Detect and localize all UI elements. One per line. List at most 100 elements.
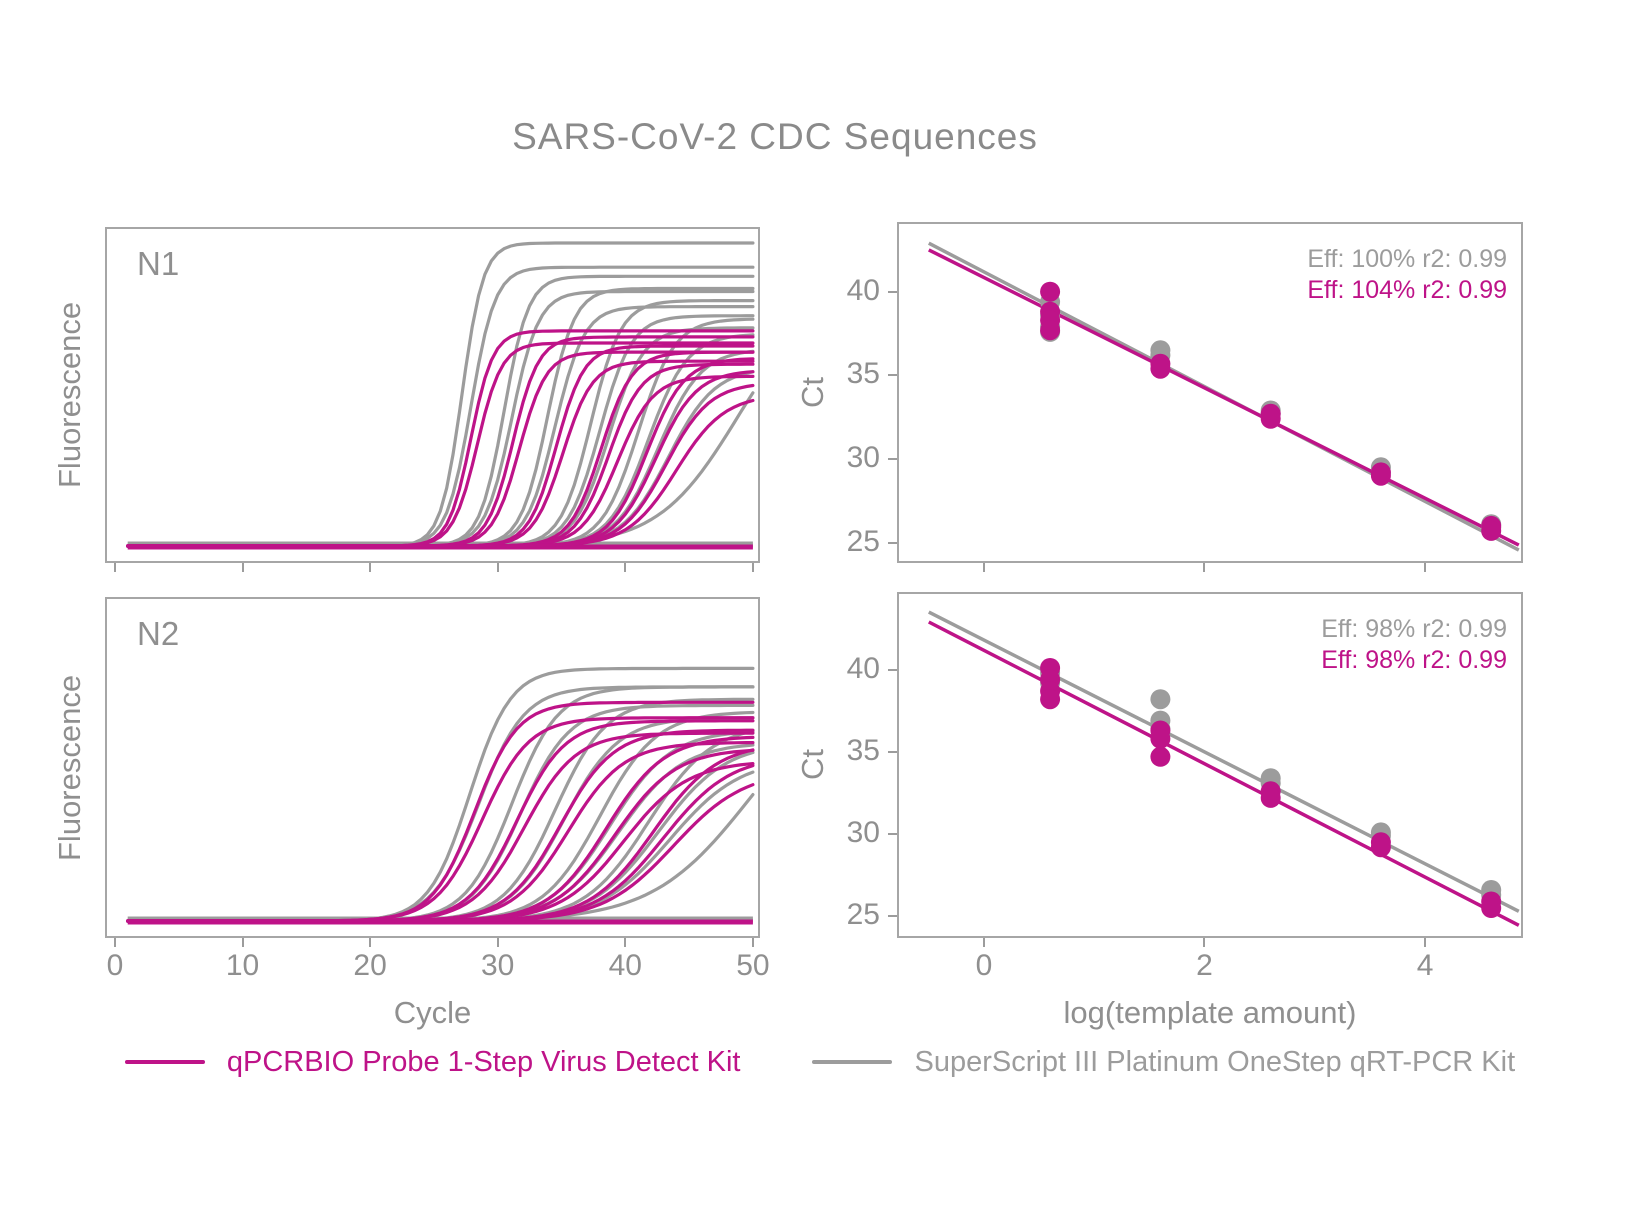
panel-amplification-n1: N1	[105, 227, 760, 563]
y-tick	[888, 750, 897, 753]
x-tick	[624, 563, 627, 572]
fit-line-magenta	[927, 620, 1520, 927]
efficiency-magenta-n2: Eff: 98% r2: 0.99	[1321, 646, 1507, 674]
data-point-magenta	[1481, 898, 1502, 918]
data-point-magenta	[1040, 281, 1061, 302]
amplification-curve-magenta	[126, 748, 755, 923]
x-tick	[496, 938, 499, 947]
standard-curve-n1-svg	[927, 241, 1520, 552]
x-tick-label: 0	[106, 949, 124, 982]
data-point-magenta	[1370, 837, 1391, 858]
points-magenta	[1040, 281, 1502, 541]
amplification-curve-magenta	[126, 374, 755, 548]
x-tick	[751, 563, 754, 572]
y-tick	[888, 915, 897, 918]
y-tick	[888, 374, 897, 377]
figure-title: SARS-CoV-2 CDC Sequences	[512, 116, 1038, 157]
amplification-series-magenta	[126, 329, 755, 550]
amplification-curves-n2-svg	[126, 666, 755, 925]
x-tick-label: 30	[481, 949, 515, 982]
y-axis-label-fluorescence-n2: Fluorescence	[52, 674, 87, 861]
amplification-curve-magenta	[126, 370, 755, 548]
standard-curve-n2-svg	[927, 610, 1520, 927]
points-magenta	[1040, 658, 1502, 918]
x-tick-label: 0	[975, 949, 993, 982]
x-tick	[241, 563, 244, 572]
fit-line-gray	[928, 610, 1520, 913]
fit-line-magenta	[928, 248, 1520, 547]
data-point-magenta	[1481, 520, 1502, 541]
legend-label-superscript: SuperScript III Platinum OneStep qRT-PCR…	[914, 1045, 1516, 1078]
x-tick-label: 20	[353, 949, 387, 982]
amplification-curve-magenta	[126, 783, 755, 923]
legend-item-superscript: SuperScript III Platinum OneStep qRT-PCR…	[812, 1046, 1515, 1079]
amplification-curve-gray	[126, 265, 755, 548]
panel-amplification-n2: N2	[105, 597, 760, 938]
amplification-series-gray	[126, 241, 755, 548]
x-tick	[113, 563, 116, 572]
x-tick-label: 10	[225, 949, 260, 982]
data-point-gray	[1150, 689, 1171, 710]
x-tick	[751, 938, 754, 947]
x-tick-label: 40	[608, 949, 642, 982]
x-tick	[982, 938, 985, 947]
efficiency-magenta-n1: Eff: 104% r2: 0.99	[1307, 276, 1507, 304]
y-tick-label: 30	[846, 816, 880, 850]
x-tick	[1203, 938, 1206, 947]
amplification-curves-n1-svg	[126, 241, 755, 550]
x-tick	[1424, 563, 1427, 572]
y-tick-label: 40	[846, 651, 880, 685]
y-tick-label: 35	[846, 357, 880, 391]
panel-standard-curve-n1: Eff: 100% r2: 0.99 Eff: 104% r2: 0.99	[897, 222, 1523, 563]
x-tick	[624, 938, 627, 947]
y-tick	[888, 457, 897, 460]
data-point-magenta	[1040, 320, 1061, 341]
legend: qPCRBIO Probe 1-Step Virus Detect Kit Su…	[0, 1036, 1640, 1088]
amplification-curve-gray	[126, 710, 755, 923]
amplification-curve-magenta	[126, 398, 755, 548]
x-axis-title-log-template-amount: log(template amount)	[1063, 995, 1357, 1030]
legend-label-qpcrbio: qPCRBIO Probe 1-Step Virus Detect Kit	[226, 1045, 741, 1078]
panel-label-n1: N1	[137, 245, 180, 282]
x-tick	[241, 938, 244, 947]
efficiency-gray-n1: Eff: 100% r2: 0.99	[1307, 245, 1507, 273]
x-axis-title-cycle: Cycle	[393, 995, 472, 1030]
y-tick	[888, 833, 897, 836]
x-tick-label: 4	[1416, 949, 1434, 982]
y-tick	[888, 541, 897, 544]
amplification-series-magenta	[126, 700, 755, 925]
data-point-magenta	[1150, 728, 1171, 749]
efficiency-annotations-n2: Eff: 98% r2: 0.99 Eff: 98% r2: 0.99	[1321, 614, 1507, 676]
amplification-curve-gray	[126, 770, 755, 923]
y-axis-label-fluorescence-n1: Fluorescence	[52, 301, 87, 489]
y-tick	[888, 290, 897, 293]
y-tick-label: 25	[846, 898, 880, 932]
y-tick	[888, 668, 897, 671]
x-tick-label: 50	[736, 949, 770, 982]
x-tick	[982, 563, 985, 572]
y-tick-label: 40	[846, 273, 880, 307]
legend-line-swatch-gray	[812, 1060, 893, 1064]
x-tick	[369, 938, 372, 947]
y-tick-label: 30	[846, 440, 880, 474]
amplification-curve-gray	[126, 750, 755, 923]
legend-line-swatch-magenta	[124, 1060, 205, 1064]
amplification-curve-magenta	[126, 764, 755, 923]
data-point-magenta	[1150, 746, 1171, 767]
x-tick	[1203, 563, 1206, 572]
efficiency-gray-n2: Eff: 98% r2: 0.99	[1321, 615, 1507, 643]
amplification-curve-magenta	[126, 748, 755, 923]
x-tick	[369, 563, 372, 572]
data-point-magenta	[1370, 465, 1391, 486]
x-tick	[1424, 938, 1427, 947]
panel-standard-curve-n2: Eff: 98% r2: 0.99 Eff: 98% r2: 0.99	[897, 592, 1523, 938]
x-tick	[496, 563, 499, 572]
amplification-curve-gray	[126, 370, 755, 548]
x-tick	[113, 938, 116, 947]
data-point-magenta	[1150, 358, 1171, 379]
x-tick-label: 2	[1196, 949, 1213, 982]
data-point-magenta	[1040, 689, 1061, 710]
legend-item-qpcrbio: qPCRBIO Probe 1-Step Virus Detect Kit	[124, 1045, 741, 1079]
data-point-magenta	[1260, 787, 1281, 808]
